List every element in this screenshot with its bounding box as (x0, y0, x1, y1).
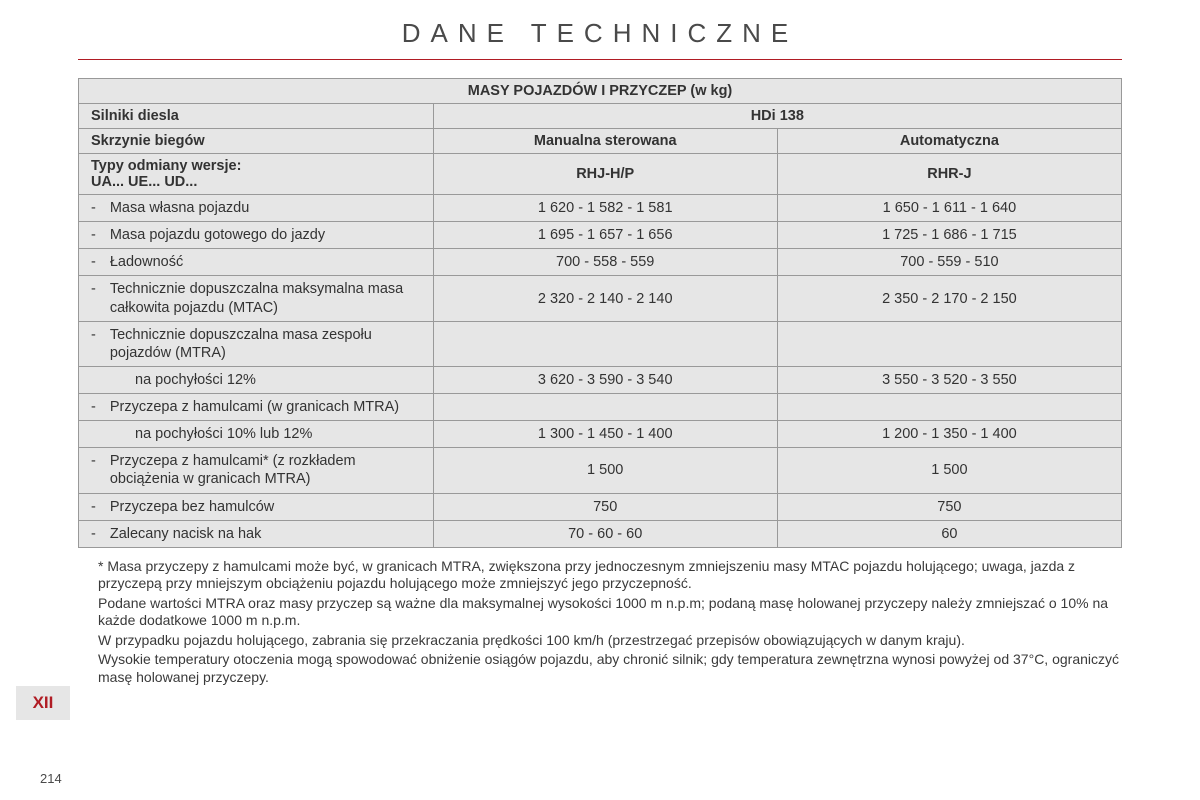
row-label-cell: -Technicznie dopuszczalna masa zespołu p… (79, 321, 434, 366)
row-label-cell: -Ładowność (79, 249, 434, 276)
row-value-auto: 60 (777, 520, 1121, 547)
row-value-manual: 3 620 - 3 590 - 3 540 (433, 366, 777, 393)
footnote-2: Podane wartości MTRA oraz masy przyczep … (98, 595, 1122, 630)
row-label: Przyczepa bez hamulców (110, 498, 423, 516)
table-row: -Przyczepa z hamulcami* (z rozkładem obc… (79, 448, 1122, 493)
row-value-auto: 1 200 - 1 350 - 1 400 (777, 421, 1121, 448)
variant-label-line2: UA... UE... UD... (91, 174, 197, 190)
row-label-cell: na pochyłości 10% lub 12% (79, 421, 434, 448)
table-caption: MASY POJAZDÓW I PRZYCZEP (w kg) (79, 79, 1122, 104)
row-value-manual: 1 300 - 1 450 - 1 400 (433, 421, 777, 448)
gearbox-col2: Automatyczna (777, 129, 1121, 154)
row-label-cell: -Przyczepa z hamulcami (w granicach MTRA… (79, 394, 434, 421)
row-dash: - (91, 398, 96, 416)
engine-label: Silniki diesla (79, 104, 434, 129)
spec-table-container: MASY POJAZDÓW I PRZYCZEP (w kg) Silniki … (78, 78, 1122, 548)
row-label: Masa własna pojazdu (110, 199, 423, 217)
row-label-cell: -Zalecany nacisk na hak (79, 520, 434, 547)
variant-col2: RHR-J (777, 154, 1121, 195)
table-caption-row: MASY POJAZDÓW I PRZYCZEP (w kg) (79, 79, 1122, 104)
row-dash: - (91, 452, 96, 470)
row-value-manual: 2 320 - 2 140 - 2 140 (433, 276, 777, 321)
table-row: na pochyłości 10% lub 12% 1 300 - 1 450 -… (79, 421, 1122, 448)
gearbox-row: Skrzynie biegów Manualna sterowana Autom… (79, 129, 1122, 154)
row-dash: - (91, 226, 96, 244)
row-value-auto (777, 394, 1121, 421)
row-value-auto (777, 321, 1121, 366)
footnote-1: * Masa przyczepy z hamulcami może być, w… (98, 558, 1122, 593)
row-value-auto: 1 650 - 1 611 - 1 640 (777, 195, 1121, 222)
row-value-auto: 700 - 559 - 510 (777, 249, 1121, 276)
row-label-cell: -Przyczepa bez hamulców (79, 493, 434, 520)
row-value-manual: 750 (433, 493, 777, 520)
row-value-manual: 70 - 60 - 60 (433, 520, 777, 547)
row-label-cell: -Technicznie dopuszczalna maksymalna mas… (79, 276, 434, 321)
row-dash: - (91, 498, 96, 516)
row-value-manual: 1 500 (433, 448, 777, 493)
row-label: Przyczepa z hamulcami (w granicach MTRA) (110, 398, 423, 416)
table-row: -Masa własna pojazdu1 620 - 1 582 - 1 58… (79, 195, 1122, 222)
footnotes: * Masa przyczepy z hamulcami może być, w… (98, 558, 1122, 687)
footnote-3: W przypadku pojazdu holującego, zabrania… (98, 632, 1122, 650)
row-label: na pochyłości 10% lub 12% (135, 425, 423, 443)
row-value-auto: 750 (777, 493, 1121, 520)
row-label: Technicznie dopuszczalna masa zespołu po… (110, 326, 423, 362)
row-value-manual (433, 394, 777, 421)
row-label: Zalecany nacisk na hak (110, 525, 423, 543)
table-row: -Przyczepa bez hamulców750750 (79, 493, 1122, 520)
row-value-auto: 3 550 - 3 520 - 3 550 (777, 366, 1121, 393)
row-value-manual: 700 - 558 - 559 (433, 249, 777, 276)
footnote-4: Wysokie temperatury otoczenia mogą spowo… (98, 651, 1122, 686)
table-row: -Ładowność700 - 558 - 559700 - 559 - 510 (79, 249, 1122, 276)
table-row: -Przyczepa z hamulcami (w granicach MTRA… (79, 394, 1122, 421)
table-row: na pochyłości 12% 3 620 - 3 590 - 3 5403 … (79, 366, 1122, 393)
row-value-manual: 1 695 - 1 657 - 1 656 (433, 222, 777, 249)
variant-col1: RHJ-H/P (433, 154, 777, 195)
variant-label: Typy odmiany wersje: UA... UE... UD... (79, 154, 434, 195)
row-value-manual (433, 321, 777, 366)
row-value-manual: 1 620 - 1 582 - 1 581 (433, 195, 777, 222)
row-dash: - (91, 253, 96, 271)
row-label-cell: -Masa własna pojazdu (79, 195, 434, 222)
table-row: -Zalecany nacisk na hak70 - 60 - 6060 (79, 520, 1122, 547)
row-label: Technicznie dopuszczalna maksymalna masa… (110, 280, 423, 316)
row-value-auto: 1 500 (777, 448, 1121, 493)
variant-row: Typy odmiany wersje: UA... UE... UD... R… (79, 154, 1122, 195)
row-label-cell: -Przyczepa z hamulcami* (z rozkładem obc… (79, 448, 434, 493)
row-label: Przyczepa z hamulcami* (z rozkładem obci… (110, 452, 423, 488)
row-label-cell: -Masa pojazdu gotowego do jazdy (79, 222, 434, 249)
row-dash: - (91, 326, 96, 344)
row-label: na pochyłości 12% (135, 371, 423, 389)
chapter-tab: XII (16, 686, 70, 720)
row-label: Masa pojazdu gotowego do jazdy (110, 226, 423, 244)
variant-label-line1: Typy odmiany wersje: (91, 158, 241, 174)
page-number: 214 (40, 771, 62, 786)
spec-table: MASY POJAZDÓW I PRZYCZEP (w kg) Silniki … (78, 78, 1122, 548)
row-dash: - (91, 199, 96, 217)
gearbox-label: Skrzynie biegów (79, 129, 434, 154)
page-title: DANE TECHNICZNE (0, 0, 1200, 59)
row-label: Ładowność (110, 253, 423, 271)
row-value-auto: 2 350 - 2 170 - 2 150 (777, 276, 1121, 321)
table-row: -Technicznie dopuszczalna maksymalna mas… (79, 276, 1122, 321)
gearbox-col1: Manualna sterowana (433, 129, 777, 154)
row-dash: - (91, 280, 96, 298)
table-row: -Technicznie dopuszczalna masa zespołu p… (79, 321, 1122, 366)
divider-line (78, 59, 1122, 60)
row-value-auto: 1 725 - 1 686 - 1 715 (777, 222, 1121, 249)
engine-value: HDi 138 (433, 104, 1121, 129)
engine-row: Silniki diesla HDi 138 (79, 104, 1122, 129)
row-dash: - (91, 525, 96, 543)
table-row: -Masa pojazdu gotowego do jazdy1 695 - 1… (79, 222, 1122, 249)
row-label-cell: na pochyłości 12% (79, 366, 434, 393)
